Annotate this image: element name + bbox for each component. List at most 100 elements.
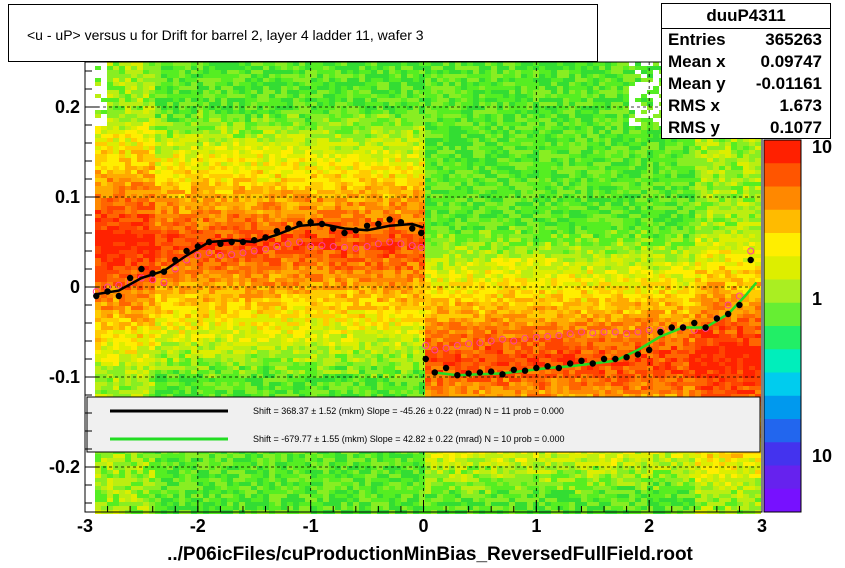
heatmap-cell [143, 330, 149, 334]
heatmap-cell [353, 374, 359, 378]
heatmap-cell [281, 378, 287, 382]
heatmap-cell [233, 250, 239, 254]
heatmap-cell [227, 94, 233, 98]
heatmap-cell [125, 218, 131, 222]
heatmap-cell [227, 234, 233, 238]
heatmap-cell [161, 102, 167, 106]
heatmap-cell [209, 134, 215, 138]
heatmap-cell [155, 382, 161, 386]
heatmap-cell [101, 350, 107, 354]
heatmap-cell [335, 202, 341, 206]
heatmap-cell [347, 250, 353, 254]
heatmap-cell [245, 358, 251, 362]
heatmap-cell [143, 286, 149, 290]
heatmap-cell [113, 458, 119, 462]
heatmap-cell [233, 466, 239, 470]
heatmap-cell [227, 502, 233, 506]
heatmap-cell [95, 66, 101, 70]
heatmap-cell [335, 126, 341, 130]
heatmap-cell [281, 206, 287, 210]
heatmap-cell [209, 230, 215, 234]
heatmap-cell [341, 294, 347, 298]
heatmap-cell [191, 486, 197, 490]
heatmap-cell [239, 462, 245, 466]
heatmap-cell [125, 210, 131, 214]
heatmap-cell [149, 86, 155, 90]
heatmap-cell [251, 342, 257, 346]
heatmap-cell [347, 486, 353, 490]
heatmap-cell [221, 474, 227, 478]
heatmap-cell [329, 366, 335, 370]
heatmap-cell [197, 226, 203, 230]
heatmap-cell [323, 98, 329, 102]
heatmap-cell [341, 270, 347, 274]
heatmap-cell [203, 390, 209, 394]
heatmap-cell [251, 394, 257, 398]
heatmap-cell [257, 126, 263, 130]
heatmap-cell [323, 286, 329, 290]
heatmap-cell [143, 462, 149, 466]
heatmap-cell [311, 506, 317, 510]
heatmap-cell [119, 238, 125, 242]
heatmap-cell [221, 78, 227, 82]
heatmap-cell [293, 362, 299, 366]
heatmap-cell [167, 186, 173, 190]
heatmap-cell [191, 138, 197, 142]
heatmap-cell [269, 306, 275, 310]
heatmap-cell [329, 462, 335, 466]
heatmap-cell [239, 142, 245, 146]
heatmap-cell [233, 130, 239, 134]
heatmap-cell [143, 350, 149, 354]
heatmap-cell [125, 154, 131, 158]
heatmap-cell [101, 386, 107, 390]
heatmap-cell [185, 338, 191, 342]
heatmap-cell [137, 462, 143, 466]
heatmap-cell [281, 386, 287, 390]
heatmap-cell [311, 262, 317, 266]
heatmap-cell [179, 270, 185, 274]
heatmap-cell [119, 306, 125, 310]
heatmap-cell [221, 462, 227, 466]
heatmap-cell [221, 214, 227, 218]
heatmap-cell [131, 494, 137, 498]
heatmap-cell [179, 298, 185, 302]
heatmap-cell [329, 286, 335, 290]
heatmap-cell [197, 506, 203, 510]
heatmap-cell [305, 142, 311, 146]
heatmap-cell [131, 246, 137, 250]
heatmap-cell [155, 102, 161, 106]
heatmap-cell [317, 62, 323, 66]
heatmap-cell [239, 286, 245, 290]
heatmap-cell [305, 146, 311, 150]
heatmap-cell [143, 106, 149, 110]
heatmap-cell [239, 118, 245, 122]
heatmap-cell [203, 138, 209, 142]
heatmap-cell [185, 366, 191, 370]
heatmap-cell [95, 258, 101, 262]
heatmap-cell [257, 146, 263, 150]
heatmap-cell [173, 178, 179, 182]
heatmap-cell [323, 66, 329, 70]
heatmap-cell [335, 214, 341, 218]
heatmap-cell [197, 258, 203, 262]
heatmap-cell [185, 506, 191, 510]
heatmap-cell [221, 130, 227, 134]
heatmap-cell [113, 478, 119, 482]
heatmap-cell [113, 62, 119, 66]
heatmap-cell [125, 166, 131, 170]
heatmap-cell [251, 458, 257, 462]
heatmap-cell [281, 226, 287, 230]
heatmap-cell [125, 342, 131, 346]
heatmap-cell [329, 302, 335, 306]
heatmap-cell [125, 186, 131, 190]
heatmap-cell [353, 390, 359, 394]
heatmap-cell [275, 138, 281, 142]
heatmap-cell [185, 466, 191, 470]
heatmap-cell [209, 242, 215, 246]
heatmap-cell [215, 214, 221, 218]
heatmap-cell [185, 234, 191, 238]
heatmap-cell [239, 342, 245, 346]
heatmap-cell [155, 78, 161, 82]
heatmap-cell [233, 470, 239, 474]
heatmap-cell [269, 190, 275, 194]
